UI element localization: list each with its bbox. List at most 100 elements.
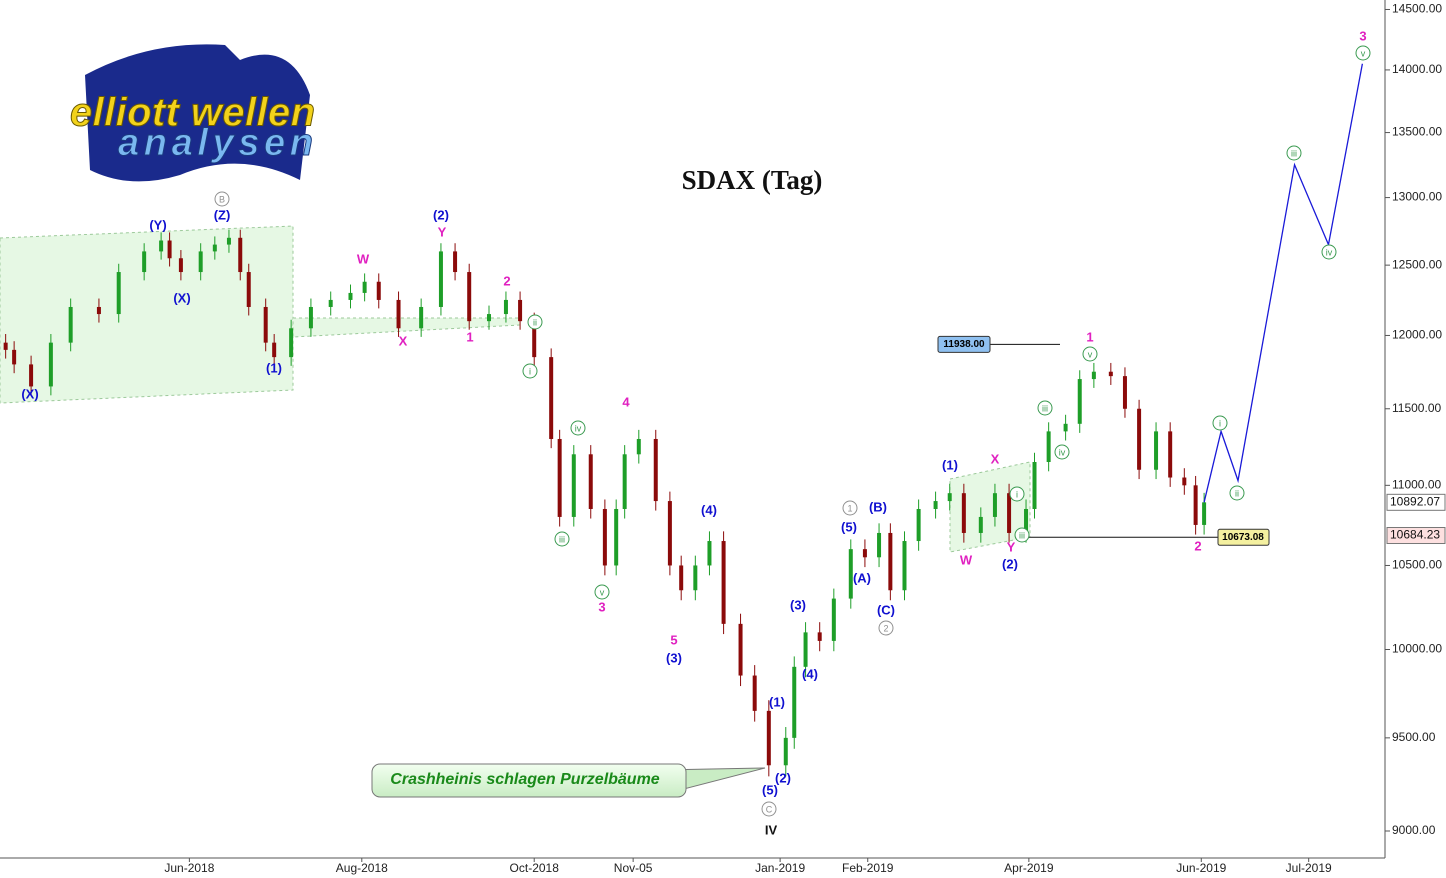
wave-label: iii [1291,148,1297,158]
x-tick-label: Feb-2019 [842,861,894,875]
candle-body [198,251,203,273]
candle-body [622,454,627,509]
candle-body [848,549,853,599]
candle-body [467,272,472,322]
y-tick-label: 11500.00 [1392,401,1441,415]
candle-body [12,349,17,365]
wave-label: 2 [503,273,510,288]
y-tick-label: 14000.00 [1392,62,1442,76]
candle-body [1007,493,1012,533]
wave-label: B [219,194,225,204]
candle-body [518,299,523,322]
candle-body [549,357,554,439]
wave-circle [1286,145,1302,161]
wave-label: ii [533,317,537,327]
wave-label: (5) [762,782,778,797]
y-tick-label: 13000.00 [1392,190,1442,204]
wave-circle [1321,244,1337,260]
wave-label: 4 [622,394,630,409]
candle-body [1077,379,1082,424]
candle-body [308,306,313,329]
wave-label: Y [1007,539,1016,554]
wave-label: 3 [1359,28,1366,43]
candle-body [721,541,726,624]
candle-body [1046,431,1051,463]
wave-circle [1355,45,1371,61]
candle-body [263,306,268,343]
wave-circle [570,420,586,436]
y-tick-label: 13500.00 [1392,125,1442,139]
candle-body [557,438,562,517]
wave-label: (1) [266,360,282,375]
wave-circle [214,191,230,207]
axis-price-label: 10684.23 [1390,528,1440,542]
candle-body [916,508,921,542]
candle-body [888,532,893,591]
candle-body [803,632,808,667]
x-tick-label: Apr-2019 [1004,861,1054,875]
wave-circle [1212,415,1228,431]
candle-body [289,328,294,358]
wave-label: iii [1019,530,1025,540]
candle-body [159,240,164,252]
wave-label: 5 [670,632,677,647]
channel [0,225,294,404]
wave-label: (X) [173,290,190,305]
wave-label: i [1016,489,1018,499]
candle-body [362,281,367,293]
candle-body [1024,508,1029,533]
projection-line [1203,63,1364,503]
candle-body [862,549,867,558]
candle-body [503,299,508,315]
candle-body [571,454,576,517]
wave-circle [1054,444,1070,460]
wave-label: (3) [666,650,682,665]
wave-label: (4) [802,666,818,681]
axis-price-tag [1386,493,1446,511]
wave-label: i [1219,418,1221,428]
y-tick-label: 12500.00 [1392,257,1442,271]
wave-label: X [991,451,1000,466]
price-tag-label: 11938.00 [943,339,985,350]
x-tick-label: Jun-2019 [1176,861,1226,875]
candle-body [831,598,836,641]
wave-label: 2 [883,623,888,633]
wave-label: (2) [1002,556,1018,571]
candle-body [532,321,537,358]
y-tick-label: 9500.00 [1392,730,1436,744]
candle-body [1091,371,1096,380]
wave-label: (1) [769,694,785,709]
candle-body [1193,485,1198,525]
candle-body [792,666,797,738]
wave-circle [1229,485,1245,501]
candle-body [328,299,333,307]
wave-label: (4) [701,502,717,517]
price-tag [937,335,991,353]
candle-body [348,292,353,300]
candle-body [419,306,424,329]
candle-body [1063,423,1068,432]
candle-body [947,493,952,502]
price-tag [1217,528,1270,546]
candle-body [226,237,231,245]
candle-body [752,675,757,711]
x-tick-label: Jan-2019 [755,861,805,875]
wave-circle [842,500,858,516]
candle-body [438,251,443,307]
candle-body [707,541,712,566]
wave-label: iii [559,534,565,544]
candle-body [3,342,8,350]
candle-body [877,532,882,558]
wave-label: (Z) [214,207,231,222]
wave-label: ii [1235,488,1239,498]
candle-body [1137,408,1142,470]
x-tick-label: Oct-2018 [510,861,560,875]
candle-body [667,501,672,566]
candle-body [933,501,938,509]
wave-circle [522,363,538,379]
wave-circle [1037,400,1053,416]
logo-text: elliott wellen [70,91,315,135]
candle-body [272,342,277,358]
candle-body [142,251,147,273]
candle-body [992,493,997,517]
